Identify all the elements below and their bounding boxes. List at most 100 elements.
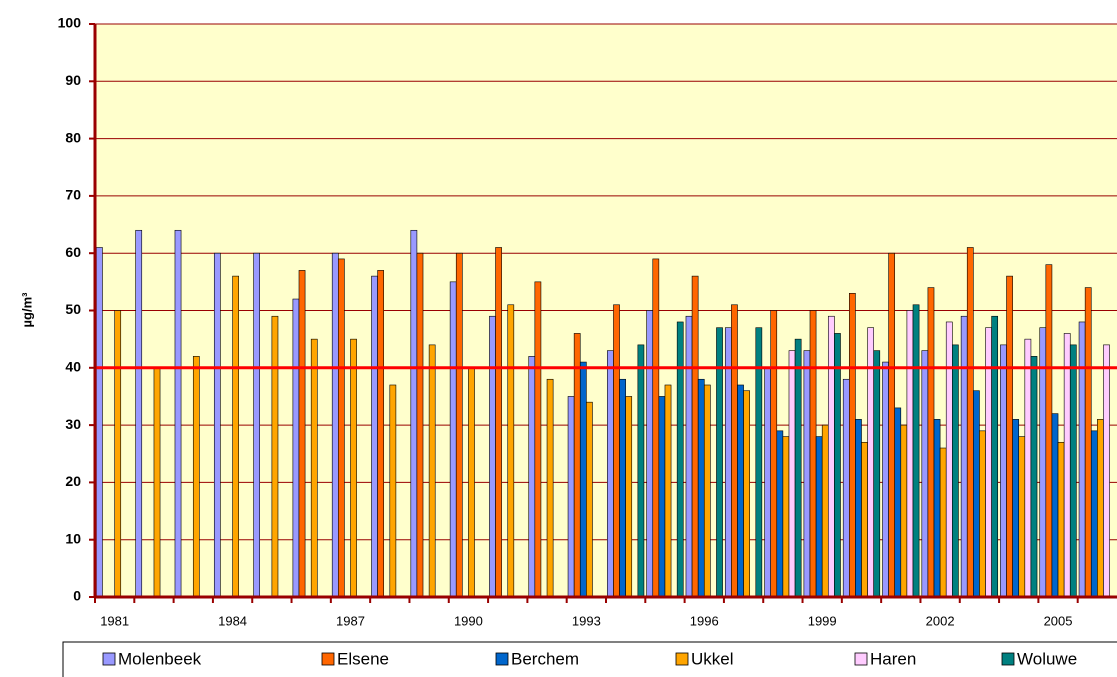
- legend-swatch: [854, 652, 868, 666]
- bar: [310, 338, 318, 598]
- legend-label: Ukkel: [691, 649, 734, 668]
- bar: [579, 361, 587, 598]
- bar: [882, 361, 889, 598]
- bar: [788, 350, 796, 598]
- bar: [174, 229, 182, 598]
- legend-label: Molenbeek: [118, 649, 202, 668]
- legend-swatch: [321, 652, 335, 666]
- bar: [271, 315, 279, 598]
- bar: [292, 298, 300, 598]
- bar: [1063, 333, 1071, 598]
- bar: [1045, 264, 1053, 598]
- bar: [1051, 413, 1059, 598]
- bar: [586, 401, 593, 598]
- bar: [960, 315, 968, 598]
- x-tick-label: 2005: [1044, 613, 1073, 628]
- bar: [842, 378, 850, 598]
- legend-label: Elsene: [337, 649, 389, 668]
- y-tick-label: 30: [65, 416, 81, 432]
- bar: [973, 390, 980, 598]
- bar: [658, 396, 666, 598]
- bar: [1012, 419, 1020, 598]
- bar: [966, 247, 974, 598]
- bar: [449, 281, 457, 598]
- bar: [764, 367, 771, 598]
- bar: [1000, 344, 1007, 598]
- legend-swatch: [495, 652, 509, 666]
- bar: [809, 310, 817, 598]
- bar: [1097, 419, 1104, 598]
- x-tick-label: 1990: [454, 613, 483, 628]
- legend-box: [62, 641, 1117, 677]
- bar: [371, 275, 378, 598]
- bar: [991, 315, 999, 598]
- bar: [900, 424, 908, 598]
- bar: [495, 247, 502, 598]
- bar: [770, 310, 778, 598]
- bar: [213, 252, 221, 598]
- bar: [507, 304, 515, 598]
- bar: [607, 350, 614, 598]
- y-tick-label: 20: [65, 473, 81, 489]
- y-tick-label: 100: [58, 15, 82, 31]
- bar: [1057, 441, 1065, 598]
- bar: [428, 344, 436, 598]
- bar: [731, 304, 738, 598]
- y-tick-label: 50: [65, 301, 81, 317]
- bar: [1024, 338, 1032, 598]
- x-tick-label: 1984: [218, 613, 247, 628]
- bar: [894, 407, 902, 598]
- bar: [921, 350, 929, 598]
- bar: [153, 367, 161, 598]
- bar: [232, 275, 239, 598]
- bar: [652, 258, 660, 598]
- x-tick-label: 1981: [100, 613, 129, 628]
- y-tick-label: 60: [65, 244, 81, 260]
- bar: [546, 378, 554, 598]
- x-tick-label: 1999: [808, 613, 837, 628]
- bar: [979, 430, 986, 598]
- bar: [1018, 436, 1026, 598]
- y-tick-label: 70: [65, 187, 81, 203]
- y-tick-label: 90: [65, 72, 81, 88]
- y-tick-label: 10: [65, 530, 81, 546]
- x-tick-label: 2002: [926, 613, 955, 628]
- bar: [337, 258, 345, 598]
- bar: [619, 378, 626, 598]
- bar: [1006, 275, 1013, 598]
- bar: [331, 252, 339, 598]
- bar: [377, 270, 385, 598]
- bar: [1069, 344, 1077, 598]
- bar: [888, 252, 896, 598]
- bar: [410, 229, 418, 598]
- bar: [939, 447, 947, 598]
- bar: [952, 344, 959, 598]
- bar: [637, 344, 645, 598]
- bar: [776, 430, 784, 598]
- bar: [685, 315, 693, 598]
- x-tick-label: 1993: [572, 613, 601, 628]
- bar: [350, 338, 357, 598]
- bar: [298, 270, 306, 598]
- bar: [528, 356, 536, 598]
- bar: [489, 315, 496, 598]
- bar: [114, 310, 122, 598]
- bar: [135, 229, 143, 598]
- bar: [912, 304, 920, 598]
- bar: [743, 390, 750, 598]
- legend-label: Haren: [870, 649, 916, 668]
- bar: [927, 287, 935, 598]
- bar: [573, 333, 581, 598]
- bar: [703, 384, 711, 598]
- legend-swatch: [675, 652, 689, 666]
- bar: [455, 252, 463, 598]
- y-axis-label: µg/m³: [19, 292, 34, 328]
- bar: [468, 367, 475, 598]
- bar: [1090, 430, 1098, 598]
- bar: [945, 321, 953, 598]
- bar: [646, 310, 654, 598]
- bar: [834, 333, 841, 598]
- bar: [803, 350, 811, 598]
- y-tick-label: 0: [73, 588, 81, 604]
